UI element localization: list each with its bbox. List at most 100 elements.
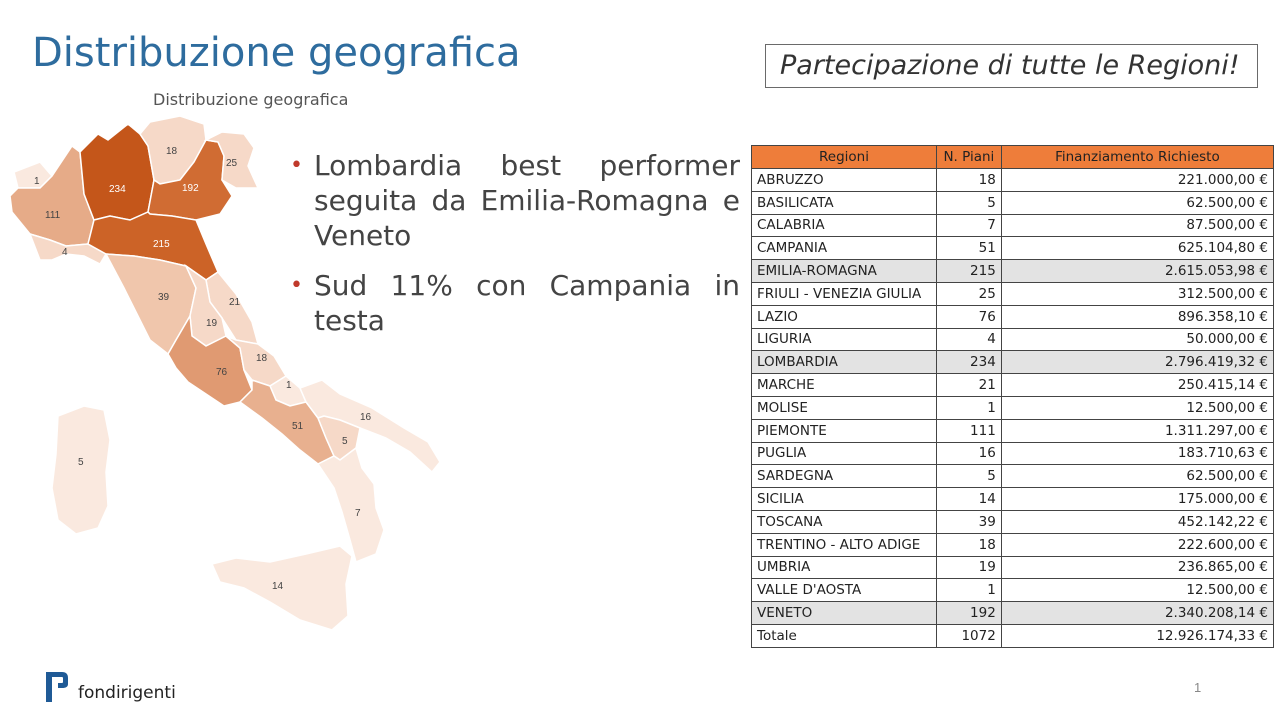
region-piani: 39 — [935, 509, 1002, 534]
region-name: EMILIA-ROMAGNA — [751, 259, 937, 283]
region-finanziamento: 896.358,10 € — [1000, 304, 1275, 329]
total-finanziamento: 12.926.174,33 € — [1000, 623, 1275, 648]
region-finanziamento: 1.311.297,00 € — [1000, 418, 1275, 443]
table-row: FRIULI - VENEZIA GIULIA 25 312.500,00 € — [751, 281, 1275, 306]
total-label: Totale — [751, 623, 937, 648]
bullet-item: Sud 11% con Campania in testa — [290, 268, 740, 338]
region-calabria — [316, 446, 385, 564]
region-name: TOSCANA — [751, 509, 937, 534]
region-name: PUGLIA — [751, 441, 937, 466]
region-finanziamento: 250.415,14 € — [1000, 373, 1275, 397]
page-number: 1 — [1194, 680, 1202, 695]
region-finanziamento: 312.500,00 € — [1000, 281, 1275, 306]
map-label: 1 — [286, 380, 292, 391]
region-name: LIGURIA — [751, 327, 937, 352]
table-row: ABRUZZO 18 221.000,00 € — [751, 168, 1275, 192]
region-name: LOMBARDIA — [751, 350, 937, 375]
region-finanziamento: 221.000,00 € — [1000, 168, 1275, 192]
region-name: LAZIO — [751, 304, 937, 329]
region-name: FRIULI - VENEZIA GIULIA — [751, 281, 937, 306]
region-piani: 4 — [935, 327, 1002, 352]
table-row: BASILICATA 5 62.500,00 € — [751, 190, 1275, 215]
region-piani: 25 — [935, 281, 1002, 306]
region-name: SARDEGNA — [751, 464, 937, 489]
map-label: 51 — [292, 421, 304, 432]
map-label: 5 — [78, 457, 84, 468]
table-row: SARDEGNA 5 62.500,00 € — [751, 464, 1275, 489]
table-row: EMILIA-ROMAGNA 215 2.615.053,98 € — [751, 259, 1275, 283]
region-name: VALLE D'AOSTA — [751, 578, 937, 603]
bullet-item: Lombardia best performer seguita da Emil… — [290, 148, 740, 253]
map-label: 4 — [62, 247, 68, 258]
region-finanziamento: 452.142,22 € — [1000, 509, 1275, 534]
region-piani: 51 — [935, 236, 1002, 261]
table-row: PIEMONTE 111 1.311.297,00 € — [751, 418, 1275, 443]
table-row: MARCHE 21 250.415,14 € — [751, 373, 1275, 397]
region-piani: 14 — [935, 487, 1002, 511]
region-finanziamento: 50.000,00 € — [1000, 327, 1275, 352]
table-row: CAMPANIA 51 625.104,80 € — [751, 236, 1275, 261]
region-piani: 5 — [935, 464, 1002, 489]
region-piani: 234 — [935, 350, 1002, 375]
table-row: MOLISE 1 12.500,00 € — [751, 395, 1275, 420]
region-finanziamento: 236.865,00 € — [1000, 555, 1275, 580]
region-finanziamento: 62.500,00 € — [1000, 190, 1275, 215]
table-row: SICILIA 14 175.000,00 € — [751, 487, 1275, 511]
italy-map: 1 111 4 234 18 192 25 215 39 21 19 18 76… — [0, 84, 460, 644]
table-row: VENETO 192 2.340.208,14 € — [751, 601, 1275, 625]
region-piani: 19 — [935, 555, 1002, 580]
region-piani: 18 — [935, 532, 1002, 557]
map-label: 18 — [166, 146, 178, 157]
region-piani: 76 — [935, 304, 1002, 329]
table-row: UMBRIA 19 236.865,00 € — [751, 555, 1275, 580]
logo-text: fondirigenti — [78, 683, 176, 703]
table-total-row: Totale 1072 12.926.174,33 € — [751, 623, 1275, 648]
region-piani: 192 — [935, 601, 1002, 625]
region-piani: 1 — [935, 578, 1002, 603]
map-label: 215 — [153, 239, 170, 250]
map-label: 111 — [45, 210, 61, 221]
regions-table: Regioni N. Piani Finanziamento Richiesto… — [751, 145, 1275, 648]
region-name: VENETO — [751, 601, 937, 625]
region-piani: 21 — [935, 373, 1002, 397]
region-friuli — [203, 131, 260, 189]
map-label: 16 — [360, 412, 372, 423]
region-finanziamento: 2.615.053,98 € — [1000, 259, 1275, 283]
region-piani: 5 — [935, 190, 1002, 215]
bullet-list: Lombardia best performer seguita da Emil… — [290, 148, 740, 353]
table-row: VALLE D'AOSTA 1 12.500,00 € — [751, 578, 1275, 603]
region-name: MARCHE — [751, 373, 937, 397]
region-sardegna — [51, 405, 111, 535]
table-row: LOMBARDIA 234 2.796.419,32 € — [751, 350, 1275, 375]
map-label: 7 — [355, 508, 361, 519]
map-label: 234 — [109, 184, 126, 195]
table-row: LIGURIA 4 50.000,00 € — [751, 327, 1275, 352]
region-finanziamento: 62.500,00 € — [1000, 464, 1275, 489]
region-name: BASILICATA — [751, 190, 937, 215]
map-label: 14 — [272, 581, 284, 592]
map-label: 76 — [216, 367, 228, 378]
region-piani: 215 — [935, 259, 1002, 283]
header-regioni: Regioni — [751, 145, 937, 169]
map-label: 21 — [229, 297, 241, 308]
region-finanziamento: 222.600,00 € — [1000, 532, 1275, 557]
region-piani: 18 — [935, 168, 1002, 192]
logo-mark-icon — [46, 672, 68, 702]
table-row: LAZIO 76 896.358,10 € — [751, 304, 1275, 329]
region-finanziamento: 12.500,00 € — [1000, 578, 1275, 603]
map-label: 1 — [34, 176, 40, 187]
header-n-piani: N. Piani — [935, 145, 1002, 169]
map-label: 5 — [342, 436, 348, 447]
region-finanziamento: 175.000,00 € — [1000, 487, 1275, 511]
region-liguria — [28, 232, 108, 265]
region-piani: 16 — [935, 441, 1002, 466]
slide-title: Distribuzione geografica — [32, 30, 521, 76]
region-finanziamento: 625.104,80 € — [1000, 236, 1275, 261]
region-piani: 1 — [935, 395, 1002, 420]
region-name: CAMPANIA — [751, 236, 937, 261]
map-label: 39 — [158, 292, 170, 303]
total-piani: 1072 — [935, 623, 1002, 648]
header-finanziamento: Finanziamento Richiesto — [1000, 145, 1275, 169]
region-name: PIEMONTE — [751, 418, 937, 443]
table-header-row: Regioni N. Piani Finanziamento Richiesto — [751, 145, 1275, 169]
